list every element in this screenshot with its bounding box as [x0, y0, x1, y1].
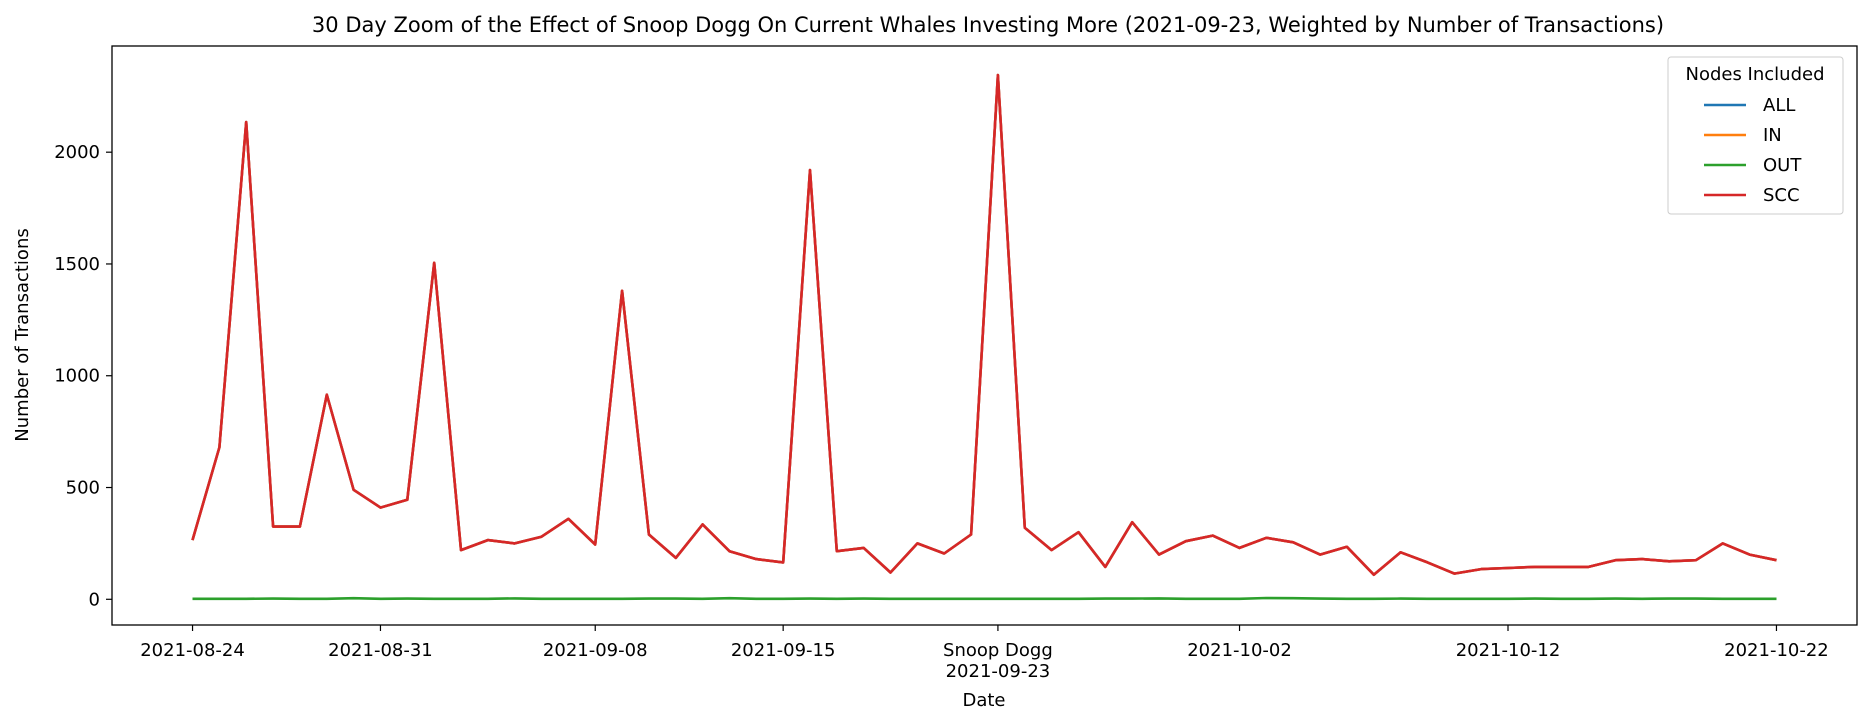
- legend-box: [1667, 56, 1844, 215]
- y-tick-label: 500: [66, 478, 100, 499]
- plot-area: [112, 46, 1857, 625]
- x-axis-label: Date: [962, 690, 1005, 711]
- x-tick-label: 2021-08-31: [328, 640, 433, 661]
- x-tick-label: 2021-09-08: [543, 640, 648, 661]
- series-line-out: [192, 596, 1777, 601]
- legend-items: ALL IN OUT SCC: [1704, 95, 1802, 206]
- x-tick-label: 2021-10-12: [1456, 640, 1561, 661]
- legend-title: Nodes Included: [1685, 64, 1824, 85]
- legend-label-out: OUT: [1763, 155, 1802, 176]
- y-axis: 0 500 1000 1500 2000: [54, 142, 112, 610]
- x-axis: 2021-08-24 2021-08-31 2021-09-08 2021-09-15…: [140, 625, 1829, 682]
- legend-label-scc: SCC: [1763, 185, 1800, 206]
- x-tick-label: 2021-09-15: [731, 640, 836, 661]
- y-tick-label: 2000: [54, 142, 100, 163]
- y-tick-label: 1000: [54, 366, 100, 387]
- y-axis-label: Number of Transactions: [12, 228, 33, 441]
- legend: Nodes Included ALL IN OUT SCC: [1667, 56, 1844, 215]
- x-tick-label: 2021-09-23: [946, 661, 1051, 682]
- plot-frame: [111, 45, 1858, 626]
- x-tick-label: 2021-08-24: [140, 640, 245, 661]
- legend-label-in: IN: [1763, 125, 1782, 146]
- series-line-scc: [191, 73, 1777, 577]
- series-lines: [191, 73, 1777, 601]
- y-tick-label: 1500: [54, 254, 100, 275]
- chart-title: 30 Day Zoom of the Effect of Snoop Dogg …: [312, 13, 1664, 37]
- x-tick-label: 2021-10-22: [1724, 640, 1829, 661]
- y-tick-label: 0: [89, 589, 100, 610]
- legend-label-all: ALL: [1763, 95, 1795, 116]
- event-marker-label: Snoop Dogg: [943, 640, 1053, 661]
- x-tick-label: 2021-10-02: [1187, 640, 1292, 661]
